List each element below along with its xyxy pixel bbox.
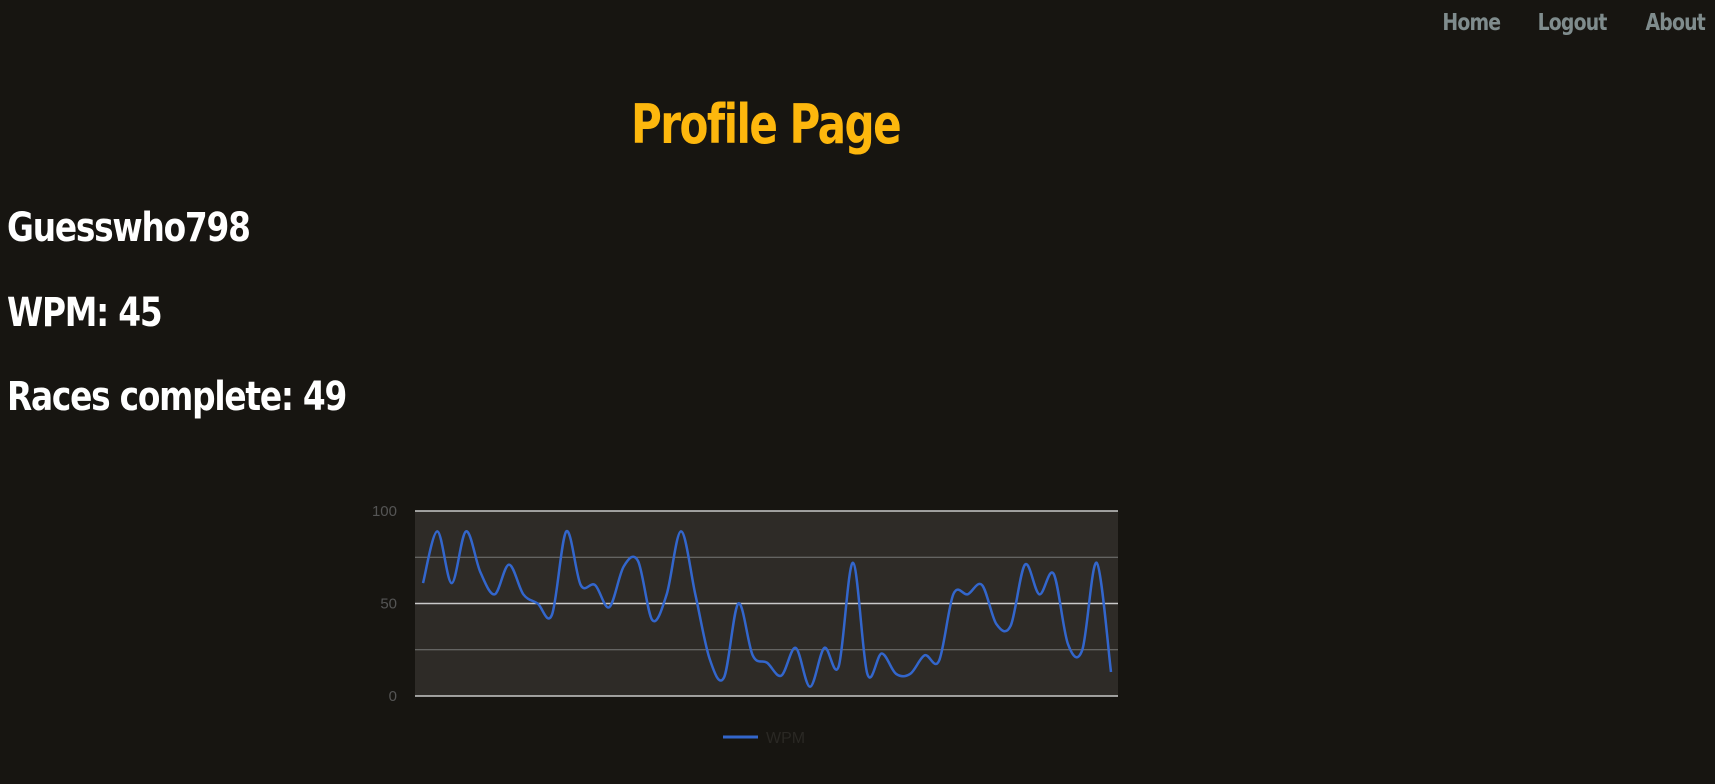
chart-legend-label: WPM xyxy=(766,730,805,747)
chart-plot-area xyxy=(415,511,1118,696)
page-title: Profile Page xyxy=(0,98,1532,152)
nav-logout-link[interactable]: Logout xyxy=(1538,10,1608,36)
chart-y-tick-label: 0 xyxy=(389,688,397,705)
chart-y-tick-label: 100 xyxy=(372,503,397,520)
nav-about-link[interactable]: About xyxy=(1645,10,1705,36)
nav-home-link[interactable]: Home xyxy=(1442,10,1501,36)
top-nav: Home Logout About xyxy=(1436,10,1711,36)
profile-races-complete: Races complete: 49 xyxy=(7,374,347,420)
chart-series-line-wpm xyxy=(421,530,1113,689)
profile-username: Guesswho798 xyxy=(7,205,251,251)
profile-wpm: WPM: 45 xyxy=(7,290,163,336)
chart-y-tick-label: 50 xyxy=(380,596,397,613)
page-title-text: Profile Page xyxy=(631,93,902,156)
